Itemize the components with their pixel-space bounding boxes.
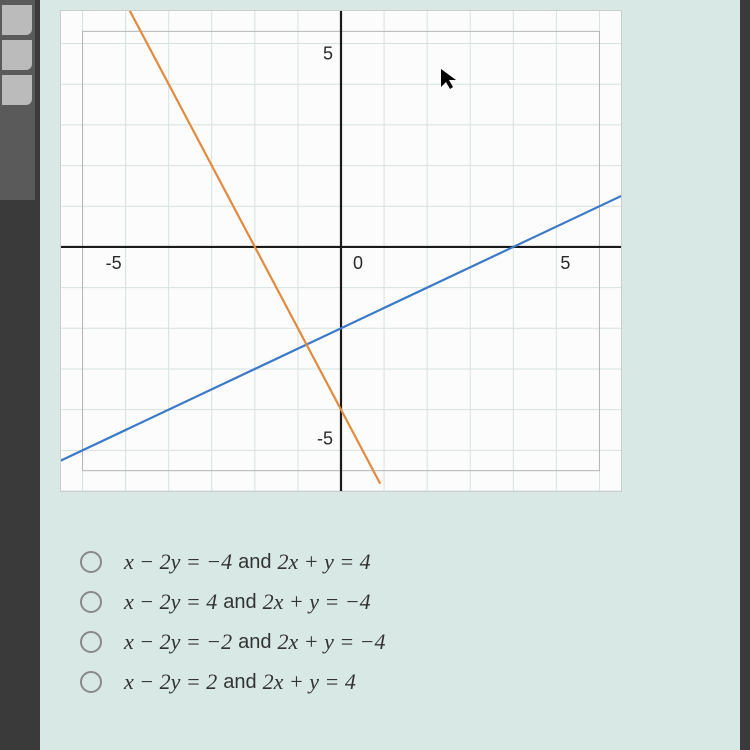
answer-option-1[interactable]: x − 2y = −4 and 2x + y = 4 — [80, 549, 700, 575]
answer-options: x − 2y = −4 and 2x + y = 4 x − 2y = 4 and 2x … — [80, 535, 700, 709]
equation-1: x − 2y = −4 — [124, 549, 232, 575]
answer-option-4[interactable]: x − 2y = 2 and 2x + y = 4 — [80, 669, 700, 695]
axis-label: 0 — [353, 253, 363, 273]
answer-option-3[interactable]: x − 2y = −2 and 2x + y = −4 — [80, 629, 700, 655]
chart-panel: -5 0 5 -5 5 — [60, 10, 622, 492]
radio-icon[interactable] — [80, 551, 102, 573]
equation-2: 2x + y = −4 — [277, 629, 385, 655]
equation-1: x − 2y = −2 — [124, 629, 232, 655]
axis-label: 5 — [560, 253, 570, 273]
and-label: and — [238, 631, 271, 654]
chart-svg: -5 0 5 -5 5 — [61, 11, 621, 491]
radio-icon[interactable] — [80, 671, 102, 693]
radio-icon[interactable] — [80, 591, 102, 613]
equation-1: x − 2y = 2 — [124, 669, 217, 695]
and-label: and — [223, 671, 256, 694]
sidebar — [0, 0, 35, 200]
and-label: and — [223, 591, 256, 614]
content-panel: -505-55 x − 2y = −4and2x + y = 4x − 2y =… — [40, 0, 740, 750]
sidebar-tab[interactable] — [2, 5, 32, 35]
equation-1: x − 2y = 4 — [124, 589, 217, 615]
answer-option-2[interactable]: x − 2y = 4 and 2x + y = −4 — [80, 589, 700, 615]
sidebar-tab[interactable] — [2, 75, 32, 105]
axis-label: -5 — [106, 253, 122, 273]
and-label: and — [238, 551, 271, 574]
axis-label: -5 — [317, 428, 333, 448]
equation-2: 2x + y = 4 — [263, 669, 356, 695]
equation-2: 2x + y = −4 — [263, 589, 371, 615]
sidebar-tab[interactable] — [2, 40, 32, 70]
axis-label: 5 — [323, 44, 333, 64]
radio-icon[interactable] — [80, 631, 102, 653]
equation-2: 2x + y = 4 — [277, 549, 370, 575]
